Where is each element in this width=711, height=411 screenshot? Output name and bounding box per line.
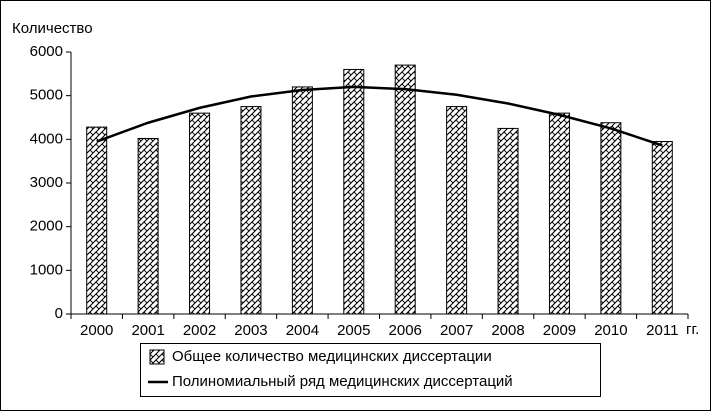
bar <box>240 106 262 315</box>
bar <box>137 137 159 315</box>
y-tick-label: 2000 <box>30 218 63 235</box>
bar <box>86 126 108 315</box>
x-tick-label: 2006 <box>389 322 422 339</box>
y-tick-label: 4000 <box>30 130 63 147</box>
legend-label: Полиномиальный ряд медицинских диссертац… <box>172 373 513 390</box>
bar <box>189 112 211 315</box>
x-tick-label: 2002 <box>183 322 216 339</box>
bar <box>600 122 622 315</box>
trend-line <box>96 85 663 147</box>
bar <box>343 68 365 315</box>
x-tick-label: 2004 <box>286 322 319 339</box>
bar <box>291 86 313 315</box>
y-axis-label: Количество <box>12 20 93 37</box>
x-tick-label: 2009 <box>543 322 576 339</box>
x-unit-label: гг. <box>686 321 699 338</box>
legend <box>140 343 601 397</box>
x-tick-label: 2001 <box>131 322 164 339</box>
y-tick-label: 1000 <box>30 261 63 278</box>
y-tick-label: 6000 <box>30 43 63 60</box>
bar <box>497 127 519 315</box>
y-tick-label: 5000 <box>30 87 63 104</box>
legend-label: Общее количество медицинских диссертации <box>172 348 492 365</box>
legend-swatch <box>149 349 165 365</box>
bar <box>446 106 468 315</box>
x-tick-label: 2005 <box>337 322 370 339</box>
x-tick-label: 2007 <box>440 322 473 339</box>
y-tick-label: 0 <box>55 305 63 322</box>
y-tick-label: 3000 <box>30 174 63 191</box>
x-tick-label: 2010 <box>594 322 627 339</box>
bar <box>651 141 673 315</box>
x-tick-label: 2011 <box>646 322 678 339</box>
bar <box>548 112 570 315</box>
x-tick-label: 2008 <box>491 322 524 339</box>
x-tick-label: 2000 <box>80 322 113 339</box>
x-tick-label: 2003 <box>234 322 267 339</box>
bar <box>394 64 416 315</box>
